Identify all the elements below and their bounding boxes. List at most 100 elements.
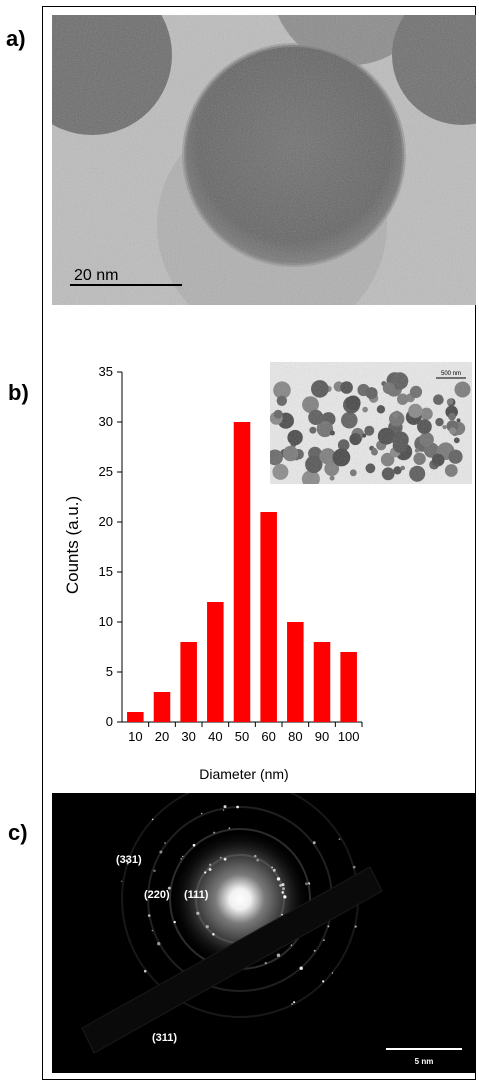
- x-tick-label: 100: [338, 729, 360, 744]
- diffraction-spot: [272, 868, 276, 872]
- bar-90: [313, 642, 331, 722]
- diffraction-spot: [327, 925, 330, 928]
- diffraction-spot: [323, 939, 325, 942]
- tem-noise-texture: [52, 15, 476, 305]
- bar-50: [233, 422, 251, 722]
- diffraction-spot: [313, 949, 316, 952]
- diffraction-spot: [281, 913, 283, 916]
- bar-80: [287, 622, 304, 722]
- diffraction-spot: [308, 882, 311, 885]
- diffraction-spot: [222, 809, 225, 811]
- diffraction-spot: [331, 972, 333, 974]
- diffraction-spot: [182, 855, 184, 858]
- x-tick-label: 20: [155, 729, 169, 744]
- x-tick-label: 90: [315, 729, 329, 744]
- diffraction-spot: [312, 841, 316, 845]
- x-tick-label: 40: [208, 729, 222, 744]
- diffraction-spot: [254, 854, 257, 858]
- diffraction-spot: [219, 856, 222, 859]
- beam-stop: [81, 866, 383, 1054]
- diffraction-spot: [147, 914, 151, 917]
- diffraction-spot: [338, 838, 341, 840]
- diffraction-spot: [205, 925, 209, 929]
- diffraction-spot: [276, 953, 281, 957]
- bar-10: [127, 712, 144, 722]
- diffraction-spot: [196, 911, 200, 915]
- panel-c-label: c): [8, 820, 28, 845]
- y-tick-label: 30: [99, 414, 113, 429]
- diffraction-spot: [290, 944, 293, 946]
- x-tick-label: 50: [235, 729, 249, 744]
- diffraction-spot: [209, 863, 212, 866]
- x-tick-label: 60: [261, 729, 275, 744]
- chart-plot-area: 0 5 10 15 20 25 30 35 10 20 30 40 50 60 80 90 100: [99, 364, 363, 744]
- diffraction-spot: [283, 895, 287, 899]
- y-tick-label: 5: [106, 664, 113, 679]
- diffraction-spot: [308, 883, 311, 885]
- diffraction-spot: [212, 933, 215, 936]
- bar-100: [340, 652, 357, 722]
- diffraction-spot: [279, 884, 282, 887]
- inset-scale-bar-label: 500 nm: [441, 371, 461, 377]
- ring-label-220: (220): [144, 889, 170, 901]
- diffraction-spot: [167, 886, 171, 890]
- y-tick-label: 10: [99, 614, 113, 629]
- diffraction-spot: [223, 857, 227, 861]
- diffraction-spot: [192, 843, 196, 847]
- figure-frame: [42, 6, 476, 1080]
- diffraction-scale-bar-label: 5 nm: [415, 1057, 434, 1066]
- inset-micrograph: 500 nm: [270, 362, 472, 484]
- diffraction-spot: [180, 857, 183, 860]
- y-tick-label: 20: [99, 514, 113, 529]
- diffraction-spot: [213, 831, 216, 834]
- y-tick-label: 15: [99, 564, 113, 579]
- diffraction-spot: [151, 929, 154, 932]
- y-tick-label: 25: [99, 464, 113, 479]
- bar-60: [260, 512, 277, 722]
- diffraction-spot: [299, 966, 303, 970]
- x-axis-label: Diameter (nm): [199, 766, 288, 782]
- diffraction-spot: [157, 942, 161, 946]
- y-axis-label: Counts (a.u.): [63, 496, 82, 594]
- bar-30: [180, 642, 197, 722]
- bar-40: [207, 602, 224, 722]
- diffraction-spot: [354, 925, 357, 928]
- panel-b-label: b): [8, 380, 29, 405]
- diffraction-pattern: (331) (220) (111) (311) 5 nm: [52, 793, 476, 1073]
- tem-micrograph: 20 nm: [52, 15, 476, 305]
- diffraction-spot: [121, 880, 123, 882]
- y-tick-label: 0: [106, 714, 113, 729]
- diffraction-spot: [223, 805, 227, 809]
- diffraction-spot: [173, 920, 176, 924]
- diffraction-spot: [208, 868, 212, 871]
- diffraction-spot: [271, 866, 273, 869]
- diffraction-spot: [125, 859, 128, 862]
- tem-scale-bar-label: 20 nm: [74, 267, 118, 284]
- ring-label-311: (311): [152, 1032, 177, 1044]
- bar-20: [153, 692, 171, 722]
- diffraction-spot: [282, 887, 285, 891]
- diffraction-spot: [305, 882, 308, 886]
- diffraction-spot: [291, 1003, 293, 1005]
- diffraction-spot: [143, 969, 147, 973]
- x-tick-label: 10: [128, 729, 142, 744]
- diffraction-spot: [159, 850, 163, 854]
- diffraction-spot: [256, 859, 259, 862]
- diffraction-spot: [352, 865, 356, 869]
- ring-label-111: (111): [184, 889, 209, 901]
- diffraction-spot: [281, 891, 284, 894]
- diffraction-spot: [322, 980, 325, 983]
- x-tick-label: 80: [288, 729, 302, 744]
- diffraction-spot: [193, 894, 197, 898]
- y-tick-label: 35: [99, 364, 113, 379]
- diffraction-spot: [276, 877, 281, 881]
- diffraction-spot: [228, 827, 231, 830]
- diffraction-spot: [281, 883, 285, 887]
- diffraction-spot: [151, 818, 154, 821]
- x-tick-label: 30: [181, 729, 195, 744]
- diffraction-spot: [153, 869, 156, 873]
- diffraction-spot: [236, 805, 240, 809]
- diffraction-spot: [200, 812, 203, 815]
- diffraction-spot: [126, 862, 129, 865]
- ring-label-331: (331): [116, 854, 142, 866]
